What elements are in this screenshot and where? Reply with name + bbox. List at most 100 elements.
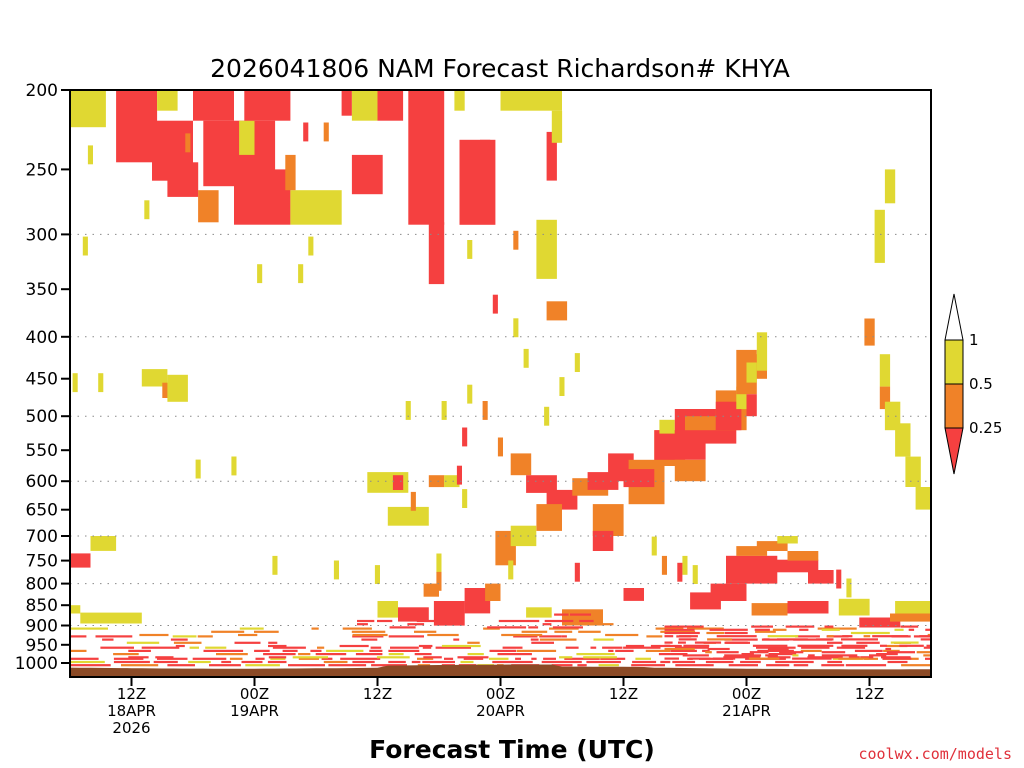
ri-region-43 — [536, 504, 562, 531]
ytick-label-800: 800 — [26, 575, 58, 595]
ri-speck-7 — [308, 236, 314, 256]
ri-speck-4 — [144, 200, 150, 220]
ri-speck-3 — [72, 373, 78, 393]
ri-band-1 — [70, 646, 931, 659]
ri-region-92 — [864, 318, 875, 346]
ri-speck-25 — [231, 456, 237, 476]
colorbar-legend: 1 0.5 0.25 — [944, 293, 1002, 475]
ri-band-3 — [70, 627, 931, 637]
y-axis-pressure-ticks: 200 250 300 350 400 450 500 550 600 650 700 750 8008… — [15, 81, 70, 674]
xtick-label-6-1: 18APR — [107, 702, 156, 720]
ri-speck-29 — [508, 560, 514, 580]
ytick-label-950: 950 — [26, 636, 58, 656]
x-axis-label: Forecast Time (UTC) — [369, 735, 655, 764]
ri-speck-20 — [441, 401, 447, 420]
ri-region-87 — [859, 617, 901, 628]
ri-speck-21 — [482, 401, 488, 420]
ri-speck-31 — [436, 553, 442, 573]
ytick-label-750: 750 — [26, 552, 58, 572]
legend-swatch-yellow — [944, 339, 964, 385]
xtick-label-42-0: 00Z — [486, 685, 515, 703]
ri-region-4 — [157, 90, 178, 111]
legend-arrow-top — [944, 293, 964, 341]
ri-region-15 — [377, 90, 404, 121]
ri-region-33 — [70, 605, 81, 614]
ri-region-19 — [454, 90, 465, 111]
ri-speck-17 — [559, 377, 565, 396]
xtick-label-18-0: 00Z — [240, 685, 269, 703]
ri-speck-39 — [846, 578, 852, 598]
ri-speck-9 — [303, 122, 309, 142]
ri-speck-33 — [574, 562, 580, 582]
ri-region-72 — [787, 551, 819, 561]
ri-speck-5 — [185, 133, 191, 153]
ri-region-73 — [808, 570, 834, 584]
ri-region-74 — [756, 541, 788, 551]
ri-region-3 — [167, 162, 199, 197]
ri-region-76 — [433, 601, 465, 626]
ri-speck-18 — [467, 384, 473, 404]
ri-speck-40 — [836, 569, 842, 589]
ri-region-60 — [736, 386, 747, 410]
ytick-label-350: 350 — [26, 280, 58, 300]
ground-surface — [70, 664, 931, 677]
ri-region-96 — [895, 423, 911, 457]
ri-speck-28 — [410, 491, 416, 511]
ytick-label-900: 900 — [26, 617, 58, 637]
ri-region-8 — [234, 169, 291, 225]
chart-title: 2026041806 NAM Forecast Richardson# KHYA — [210, 54, 790, 83]
ytick-label-1000: 1000 — [15, 654, 58, 674]
ri-speck-1 — [82, 236, 88, 256]
ri-speck-38 — [692, 565, 698, 584]
ri-region-31 — [90, 536, 117, 551]
credit-text: coolwx.com/models — [858, 745, 1012, 763]
legend-label-1: 0.5 — [969, 375, 993, 393]
ground-fill — [70, 664, 931, 677]
ri-region-38 — [444, 475, 460, 488]
ri-region-51 — [623, 469, 655, 488]
legend-label-0: 1 — [969, 331, 979, 349]
ri-speck-0 — [87, 145, 93, 165]
ytick-label-250: 250 — [26, 160, 58, 180]
ri-speck-12 — [513, 230, 519, 250]
ri-region-79 — [485, 583, 501, 601]
ri-speck-30 — [374, 565, 380, 584]
ri-region-1 — [116, 90, 158, 163]
xtick-label-42-1: 20APR — [476, 702, 525, 720]
legend-arrow-bottom — [944, 427, 964, 475]
ri-speck-36 — [661, 555, 667, 575]
ri-region-27 — [141, 369, 168, 387]
ri-region-17 — [408, 90, 445, 225]
ri-speck-19 — [405, 401, 411, 420]
ri-region-22 — [500, 90, 562, 111]
ri-region-25 — [536, 219, 557, 279]
ri-region-91 — [874, 209, 885, 263]
ytick-label-500: 500 — [26, 407, 58, 427]
ri-region-40 — [510, 453, 532, 476]
ri-region-95 — [884, 401, 901, 431]
xtick-label-66-1: 21APR — [722, 702, 771, 720]
ri-region-54 — [674, 459, 706, 482]
ri-region-66 — [623, 588, 644, 601]
xtick-label-66-0: 00Z — [732, 685, 761, 703]
ri-region-70 — [736, 546, 768, 556]
ri-speck-11 — [467, 240, 473, 259]
ri-region-98 — [915, 487, 931, 510]
ri-speck-24 — [497, 437, 503, 457]
ri-region-80 — [398, 607, 429, 622]
ri-region-18 — [428, 222, 445, 285]
ri-region-12 — [285, 154, 296, 191]
xtick-label-30-0: 12Z — [363, 685, 392, 703]
ri-region-75 — [777, 536, 798, 544]
ri-region-81 — [377, 601, 398, 618]
ri-speck-41 — [272, 555, 278, 575]
ri-region-16 — [351, 154, 383, 195]
ytick-label-300: 300 — [26, 225, 58, 245]
xtick-label-6-0: 12Z — [117, 685, 146, 703]
ri-region-14 — [351, 90, 378, 121]
ri-speck-23 — [544, 406, 550, 426]
ytick-label-650: 650 — [26, 501, 58, 521]
ri-region-44 — [510, 525, 537, 547]
ri-region-89 — [890, 613, 931, 622]
